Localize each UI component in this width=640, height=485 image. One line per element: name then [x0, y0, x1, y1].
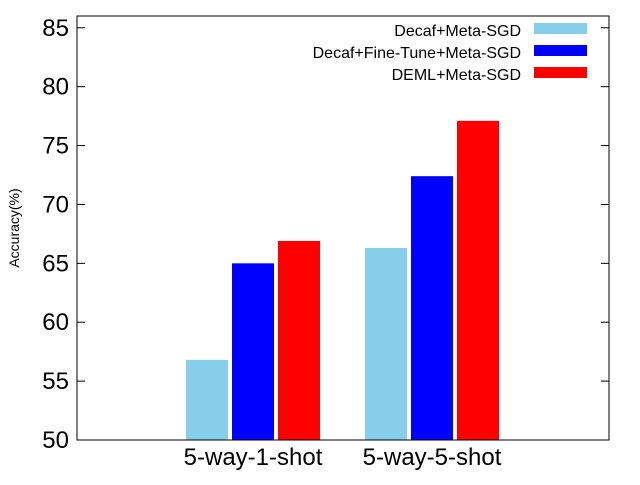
y-tick-label: 80: [42, 74, 69, 101]
y-axis-ticks: 50 55 60 65 70 75 80 85: [42, 15, 609, 454]
legend: Decaf+Meta-SGD Decaf+Fine-Tune+Meta-SGD DE…: [313, 23, 587, 84]
bar-1-2: [232, 263, 274, 440]
y-tick-label: 50: [42, 427, 69, 454]
y-tick-label: 75: [42, 133, 69, 160]
y-axis-label: Accuracy(%): [6, 188, 22, 267]
bar-2-2: [411, 176, 453, 440]
bar-1-3: [278, 240, 320, 440]
y-tick-label: 65: [42, 250, 69, 277]
x-axis-tick-labels: 5-way-1-shot 5-way-5-shot: [184, 444, 502, 471]
legend-swatch: [534, 45, 587, 56]
bars-group: [186, 120, 499, 441]
y-tick-label: 70: [42, 191, 69, 218]
legend-swatch: [534, 67, 587, 78]
y-tick-label: 55: [42, 368, 69, 395]
bar-1-1: [186, 359, 228, 440]
plot-frame: [76, 15, 610, 441]
legend-label: Decaf+Meta-SGD: [394, 23, 521, 40]
x-category-label: 5-way-1-shot: [184, 444, 323, 471]
x-category-label: 5-way-5-shot: [363, 444, 502, 471]
legend-label: DEML+Meta-SGD: [392, 67, 521, 84]
legend-label: Decaf+Fine-Tune+Meta-SGD: [313, 45, 521, 62]
bar-2-3: [457, 120, 499, 441]
bar-2-1: [365, 248, 407, 440]
y-tick-label: 85: [42, 15, 69, 42]
y-tick-label: 60: [42, 309, 69, 336]
legend-swatch: [534, 23, 587, 34]
